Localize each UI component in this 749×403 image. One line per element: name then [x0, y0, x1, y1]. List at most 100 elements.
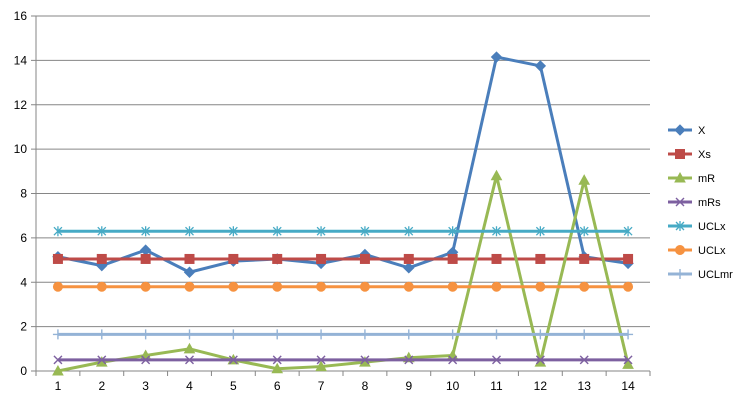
- data-point: [316, 329, 327, 340]
- data-point: [360, 355, 370, 365]
- data-point: [448, 355, 458, 365]
- data-point: [403, 253, 414, 264]
- y-tick-label: 16: [14, 9, 28, 23]
- legend-label: mR: [698, 173, 715, 185]
- legend-marker: [675, 197, 685, 207]
- data-point: [183, 342, 196, 354]
- legend-marker: [674, 124, 686, 136]
- data-point: [96, 253, 107, 264]
- x-tick-label: 1: [55, 379, 62, 393]
- y-tick-label: 0: [20, 364, 27, 378]
- data-point: [53, 355, 63, 365]
- data-point: [447, 253, 458, 264]
- data-point: [579, 281, 590, 292]
- data-point: [490, 169, 503, 181]
- data-point: [447, 329, 458, 340]
- data-point: [579, 329, 590, 340]
- legend-marker: [674, 171, 686, 183]
- data-point: [535, 355, 545, 365]
- data-point: [52, 253, 63, 264]
- data-point: [490, 51, 503, 63]
- data-point: [228, 253, 239, 264]
- data-point: [448, 226, 458, 237]
- gridlines: [36, 15, 650, 372]
- data-point: [579, 226, 589, 237]
- data-point: [271, 362, 284, 374]
- data-point: [623, 355, 633, 365]
- data-point: [315, 360, 327, 372]
- x-tick-label: 11: [490, 379, 503, 393]
- y-tick-label: 14: [14, 53, 28, 67]
- x-tick-label: 3: [142, 379, 149, 393]
- data-point: [141, 226, 151, 237]
- data-point: [140, 253, 151, 264]
- data-point: [534, 60, 547, 72]
- x-tick-label: 12: [534, 379, 548, 393]
- data-point: [183, 266, 196, 278]
- data-point: [228, 355, 238, 365]
- legend-item: UCLx: [668, 221, 726, 233]
- y-tick-label: 8: [20, 187, 27, 201]
- series-group: [52, 51, 634, 376]
- data-point: [316, 281, 327, 292]
- series-x-0: [52, 51, 634, 278]
- x-tick-label: 2: [98, 379, 105, 393]
- data-point: [623, 253, 634, 264]
- x-tick-label: 7: [318, 379, 325, 393]
- data-point: [404, 355, 414, 365]
- x-tick-label: 9: [405, 379, 412, 393]
- data-point: [622, 358, 634, 369]
- legend-label: UCLx: [698, 221, 726, 233]
- y-tick-label: 2: [20, 320, 27, 334]
- series-mr-2: [52, 169, 634, 376]
- y-tick-label: 10: [14, 142, 28, 156]
- data-point: [184, 253, 195, 264]
- data-point: [535, 253, 546, 264]
- data-point: [535, 281, 546, 292]
- data-point: [184, 329, 195, 340]
- legend: X Xs mR mRs UCLx UCLx UCLmr: [668, 124, 733, 281]
- data-point: [228, 329, 239, 340]
- data-point: [403, 329, 414, 340]
- series-line: [57, 55, 629, 274]
- y-tick-label: 6: [20, 231, 27, 245]
- legend-marker: [675, 245, 685, 255]
- data-point: [492, 355, 501, 365]
- data-point: [272, 355, 282, 365]
- legend-item: mR: [668, 171, 715, 185]
- y-tick-label: 4: [20, 275, 27, 289]
- data-point: [403, 281, 414, 292]
- data-point: [184, 281, 195, 292]
- data-point: [404, 226, 414, 237]
- legend-label: X: [698, 125, 706, 137]
- y-tick-label: 12: [14, 98, 28, 112]
- data-point: [359, 281, 370, 292]
- data-point: [316, 355, 326, 365]
- data-point: [272, 226, 282, 237]
- data-point: [185, 226, 194, 237]
- x-tick-label: 6: [274, 379, 281, 393]
- x-tick-label: 8: [362, 379, 369, 393]
- data-point: [623, 329, 634, 340]
- data-point: [491, 329, 502, 340]
- legend-marker: [675, 269, 685, 279]
- x-tick-label: 14: [621, 379, 635, 393]
- data-point: [359, 253, 370, 264]
- data-point: [97, 355, 107, 365]
- series-xs-1: [52, 253, 634, 264]
- data-point: [316, 226, 326, 237]
- series-line: [57, 174, 630, 373]
- data-point: [447, 281, 458, 292]
- legend-marker: [675, 149, 685, 159]
- data-point: [272, 253, 283, 264]
- data-point: [52, 281, 63, 292]
- data-point: [579, 355, 589, 365]
- data-point: [578, 174, 591, 185]
- legend-item: Xs: [668, 149, 711, 161]
- data-point: [140, 329, 151, 340]
- data-point: [623, 226, 633, 237]
- data-point: [403, 262, 415, 274]
- series-uclx-4: [53, 226, 633, 237]
